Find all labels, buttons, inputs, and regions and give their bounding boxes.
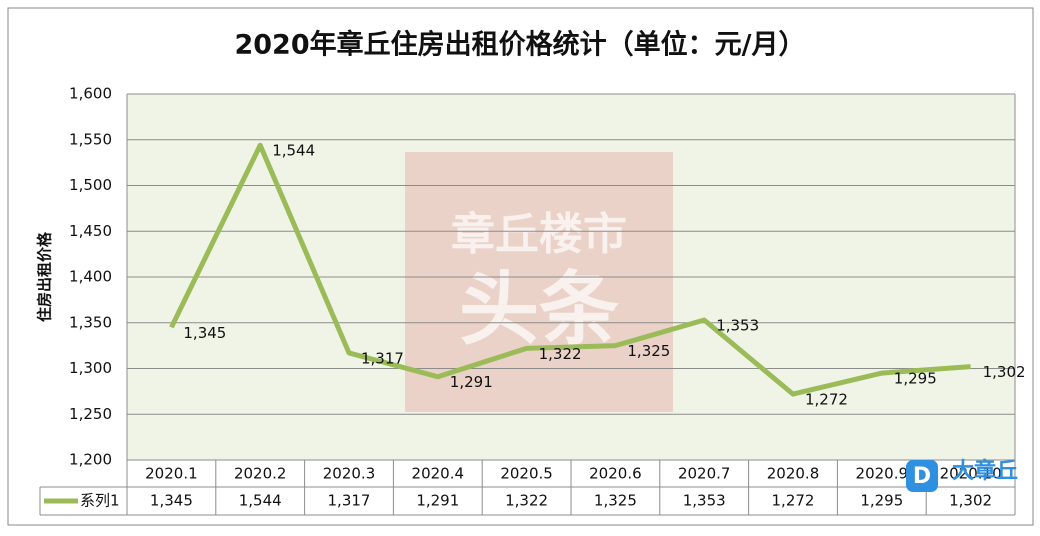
table-value: 1,302	[949, 492, 992, 510]
watermark-text: 章丘楼市	[451, 209, 627, 260]
data-label: 1,544	[272, 142, 315, 160]
y-tick-label: 1,350	[69, 313, 112, 331]
table-value: 1,345	[150, 492, 193, 510]
data-label: 1,291	[450, 373, 493, 391]
y-tick-label: 1,500	[69, 176, 112, 194]
logo-badge	[906, 460, 938, 492]
legend-label: 系列1	[80, 492, 120, 510]
logo-text: 大章丘	[952, 458, 1018, 484]
data-label: 1,325	[627, 342, 670, 360]
x-tick-label: 2020.3	[323, 465, 376, 483]
y-tick-label: 1,450	[69, 222, 112, 240]
x-tick-label: 2020.9	[856, 465, 909, 483]
data-label: 1,322	[539, 345, 582, 363]
data-label: 1,317	[361, 349, 404, 367]
x-tick-label: 2020.2	[234, 465, 287, 483]
x-tick-label: 2020.1	[145, 465, 198, 483]
logo-letter: D	[913, 464, 931, 489]
data-label: 1,302	[983, 363, 1026, 381]
y-tick-label: 1,200	[69, 451, 112, 469]
x-tick-label: 2020.6	[589, 465, 642, 483]
table-value: 1,353	[683, 492, 726, 510]
data-label: 1,272	[805, 391, 848, 409]
x-tick-label: 2020.7	[678, 465, 731, 483]
table-value: 1,317	[328, 492, 371, 510]
table-value: 1,322	[505, 492, 548, 510]
data-label: 1,345	[183, 324, 226, 342]
table-value: 1,291	[416, 492, 459, 510]
x-tick-label: 2020.4	[412, 465, 465, 483]
y-tick-label: 1,250	[69, 405, 112, 423]
table-value: 1,272	[772, 492, 815, 510]
y-tick-label: 1,550	[69, 130, 112, 148]
x-tick-label: 2020.5	[500, 465, 553, 483]
watermark-text: 头条	[459, 263, 619, 356]
chart-title: 2020年章丘住房出租价格统计（单位：元/月）	[234, 29, 805, 61]
series-line	[169, 142, 971, 397]
y-tick-label: 1,600	[69, 85, 112, 103]
table-value: 1,544	[239, 492, 282, 510]
data-label: 1,295	[894, 370, 937, 388]
y-tick-label: 1,300	[69, 359, 112, 377]
data-label: 1,353	[716, 317, 759, 335]
y-tick-label: 1,400	[69, 268, 112, 286]
y-axis-label: 住房出租价格	[36, 231, 54, 322]
x-tick-label: 2020.8	[767, 465, 820, 483]
logo: D 大章丘	[906, 458, 1018, 492]
x-tick-label: 2020.10	[940, 465, 1002, 483]
table-value: 1,325	[594, 492, 637, 510]
table-value: 1,295	[860, 492, 903, 510]
